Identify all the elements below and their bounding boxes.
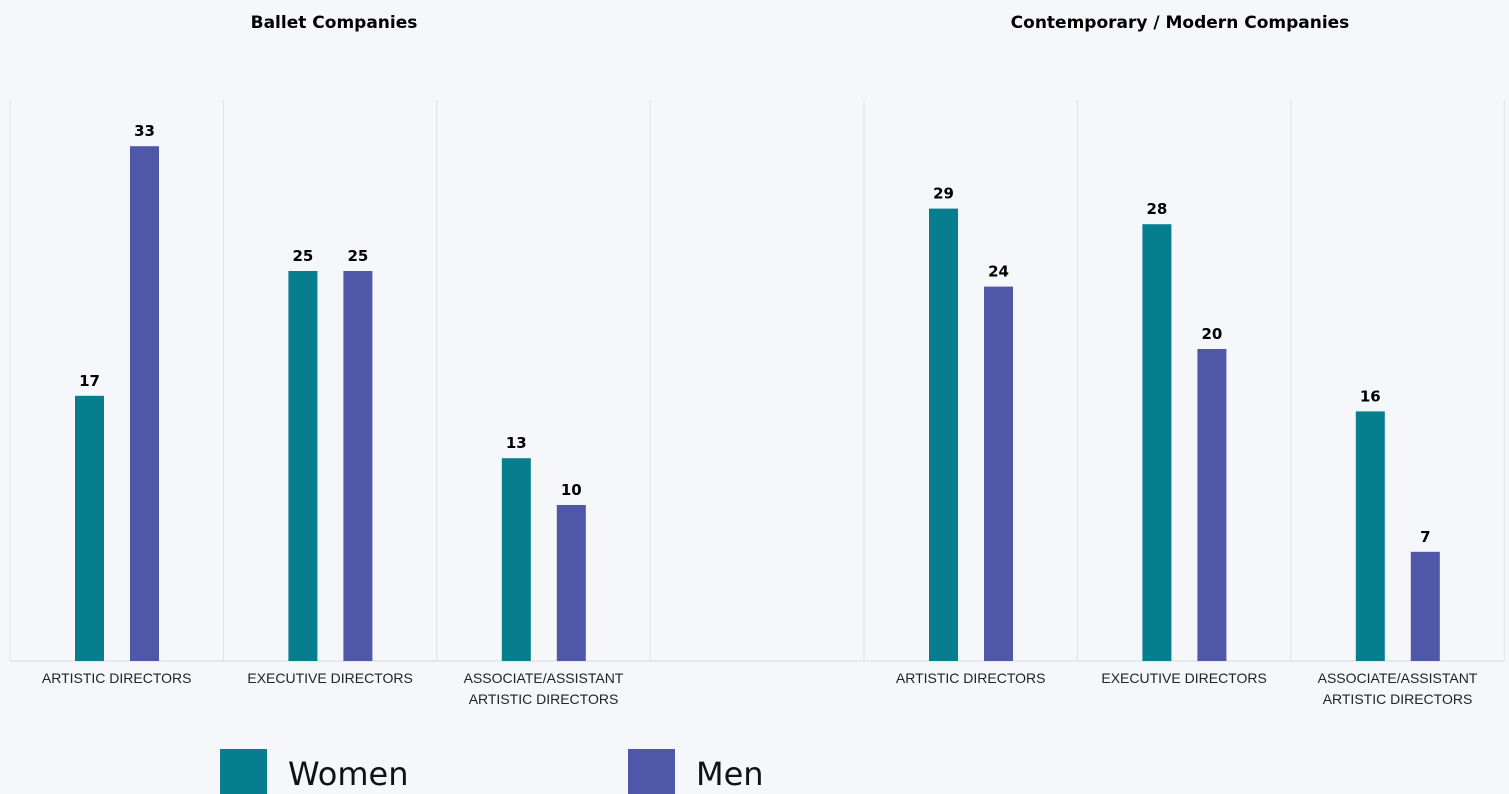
- value-label: 13: [506, 434, 527, 452]
- value-label: 29: [933, 185, 954, 203]
- value-label: 20: [1201, 325, 1222, 343]
- bar-men: [1197, 349, 1227, 661]
- legend-swatch-men: [628, 749, 675, 794]
- value-label: 10: [561, 481, 582, 499]
- value-label: 24: [988, 263, 1009, 281]
- panel-title: Ballet Companies: [251, 13, 418, 33]
- category-label: ARTISTIC DIRECTORS: [469, 691, 619, 707]
- legend-label-women: Women: [288, 755, 408, 793]
- category-label: ARTISTIC DIRECTORS: [896, 670, 1046, 686]
- bar-women: [288, 271, 318, 661]
- bar-women: [75, 395, 104, 661]
- value-label: 33: [134, 122, 155, 140]
- bar-women: [1355, 411, 1385, 661]
- category-label: ARTISTIC DIRECTORS: [42, 670, 192, 686]
- value-label: 16: [1360, 387, 1381, 405]
- bar-men: [343, 271, 373, 661]
- bar-men: [1410, 551, 1440, 661]
- value-label: 28: [1146, 200, 1167, 218]
- value-label: 25: [292, 247, 313, 265]
- legend-swatch-women: [220, 749, 267, 794]
- value-label: 25: [347, 247, 368, 265]
- category-label: ARTISTIC DIRECTORS: [1323, 691, 1473, 707]
- bar-women: [501, 458, 531, 661]
- bar-men: [984, 286, 1013, 661]
- value-label: 7: [1420, 528, 1430, 546]
- legend-label-men: Men: [696, 755, 764, 793]
- category-label: ASSOCIATE/ASSISTANT: [1318, 670, 1478, 686]
- value-label: 17: [79, 372, 100, 390]
- bar-women: [929, 208, 958, 661]
- bar-women: [1142, 224, 1172, 661]
- category-label: EXECUTIVE DIRECTORS: [1101, 670, 1266, 686]
- panel-title: Contemporary / Modern Companies: [1011, 13, 1350, 33]
- bar-men: [556, 505, 586, 661]
- category-label: EXECUTIVE DIRECTORS: [247, 670, 412, 686]
- category-label: ASSOCIATE/ASSISTANT: [464, 670, 624, 686]
- bar-men: [130, 146, 159, 661]
